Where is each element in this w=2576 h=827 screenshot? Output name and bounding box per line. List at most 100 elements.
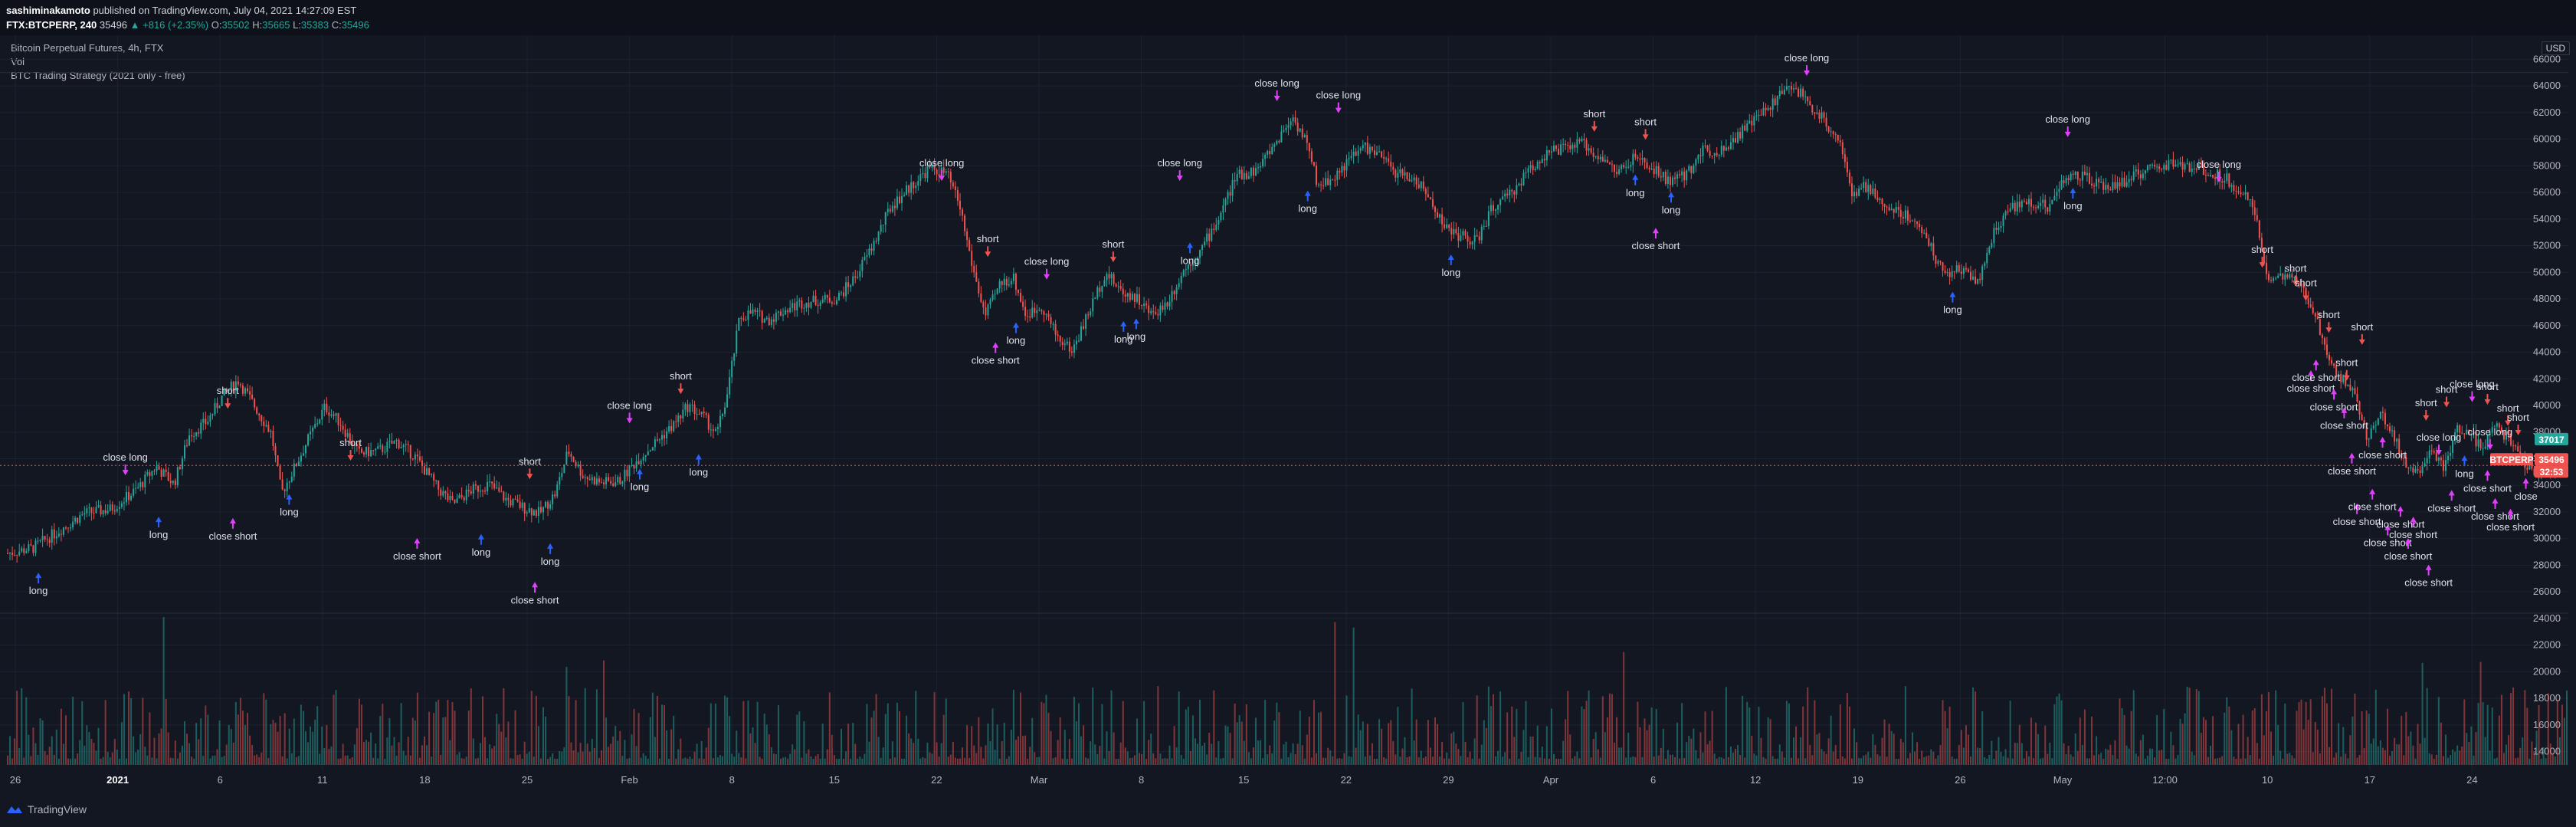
vol-legend[interactable]: Vol (11, 56, 25, 67)
candle-body (1152, 310, 1155, 313)
candle-body (1388, 158, 1390, 162)
candle-body (1753, 116, 1755, 126)
candle-body (689, 404, 691, 412)
candle-body (1215, 225, 1218, 230)
signal-label: long (1626, 187, 1645, 199)
volume-bar (770, 747, 772, 765)
volume-bar (375, 743, 377, 765)
volume-bar (1099, 746, 1101, 765)
volume-bar (1085, 757, 1087, 765)
volume-bar (2137, 756, 2139, 765)
volume-bar (2181, 724, 2184, 765)
candle-body (1653, 168, 1655, 175)
candle-body (805, 302, 808, 308)
volume-bar (2349, 735, 2352, 765)
volume-bar (1774, 758, 1776, 765)
volume-bar (2424, 737, 2426, 765)
candle-body (1895, 206, 1897, 213)
candle-body (1471, 241, 1473, 245)
volume-bar (81, 701, 84, 765)
signal-arrow-down (2423, 409, 2430, 421)
candle-body (202, 418, 205, 423)
candle-body (288, 481, 290, 483)
candle-body (628, 465, 631, 477)
candle-body (619, 477, 621, 484)
signal-label: close long (919, 157, 965, 169)
candle-body (2279, 273, 2282, 276)
volume-bar (1413, 740, 1415, 765)
candle-body (710, 429, 712, 431)
price-badge-label: 35496 (2538, 455, 2565, 465)
candle-body (1122, 288, 1124, 295)
volume-bar (1604, 732, 1606, 765)
candle-body (2260, 238, 2263, 248)
signal-label: close long (1024, 256, 1070, 267)
volume-bar (358, 698, 360, 765)
currency-label[interactable]: USD (2541, 41, 2570, 55)
candle-body (2030, 199, 2033, 207)
candle-body (84, 513, 86, 515)
candle-body (249, 391, 251, 395)
tradingview-logo[interactable]: TradingView (6, 803, 87, 816)
volume-bar (1914, 751, 1916, 765)
volume-bar (123, 694, 125, 765)
candle-body (307, 434, 310, 445)
candle-body (1776, 96, 1778, 106)
candle-body (300, 455, 302, 462)
signal-label: short (1634, 116, 1657, 127)
series-title[interactable]: Bitcoin Perpetual Futures, 4h, FTX (11, 42, 164, 54)
candle-body (1837, 134, 1839, 141)
candle-body (1478, 236, 1480, 241)
signal-arrow-up (1132, 318, 1139, 330)
author-name[interactable]: sashiminakamoto (6, 5, 90, 16)
candle-body (1308, 143, 1310, 152)
volume-bar (370, 732, 372, 765)
volume-bar (545, 717, 547, 765)
volume-bar (435, 701, 438, 765)
price-axis-label: 24000 (2533, 612, 2561, 624)
candle-body (1467, 235, 1469, 242)
candle-body (1133, 294, 1136, 302)
volume-bar (947, 756, 949, 765)
volume-bar (2226, 697, 2228, 765)
volume-bar (111, 752, 113, 765)
candle-body (1783, 89, 1785, 94)
volume-bar (1392, 740, 1395, 765)
volume-bar (966, 725, 968, 765)
volume-bar (2551, 753, 2554, 765)
candle-body (2267, 274, 2270, 281)
volume-bar (360, 704, 362, 765)
signal-label: close short (1632, 240, 1680, 251)
candle-body (2154, 164, 2156, 167)
price-axis-label: 66000 (2533, 53, 2561, 64)
signal-label: short (2507, 412, 2529, 423)
volume-bar (1303, 758, 1306, 765)
candle-body (1110, 274, 1113, 279)
signal-label: long (1662, 204, 1681, 215)
volume-bar (193, 758, 195, 765)
volume-bar (1329, 750, 1332, 765)
candle-body (831, 302, 833, 304)
volume-bar (34, 743, 37, 765)
candle-body (938, 174, 940, 176)
candle-body (1148, 305, 1150, 313)
volume-bar (237, 714, 239, 765)
candle-body (2466, 429, 2468, 435)
volume-bar (39, 718, 41, 765)
volume-bar (2091, 716, 2093, 765)
candle-body (603, 482, 605, 484)
volume-bar (1516, 709, 1518, 765)
candle-body (474, 484, 477, 486)
volume-bar (2319, 753, 2321, 765)
price-chart[interactable]: 2800030000320003400036000380004000042000… (0, 35, 2576, 802)
candle-body (305, 445, 307, 454)
signal-arrow-down (939, 170, 946, 182)
volume-bar (1376, 758, 1378, 765)
volume-bar (940, 743, 942, 765)
volume-bar (915, 691, 917, 765)
candle-body (810, 302, 812, 308)
volume-bar (2289, 753, 2291, 765)
volume-bar (1471, 758, 1473, 765)
volume-bar (2195, 688, 2197, 765)
candle-body (1534, 168, 1536, 171)
